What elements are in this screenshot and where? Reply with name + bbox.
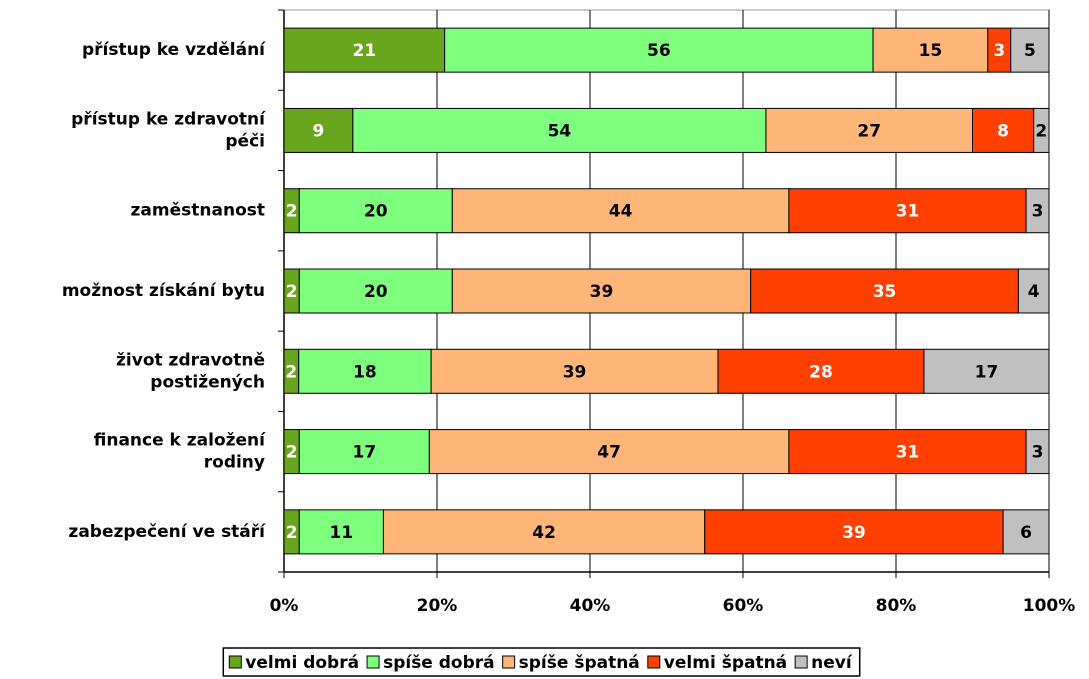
x-tick-label: 20%	[417, 596, 458, 616]
y-tick-label: přístup ke zdravotní péči	[71, 109, 266, 151]
bar-segment	[1010, 27, 1050, 73]
data-label: 44	[609, 202, 633, 222]
bar-segment	[1025, 188, 1050, 234]
x-tick-label: 80%	[876, 596, 917, 616]
data-label: 9	[313, 121, 325, 141]
data-label: 3	[993, 41, 1005, 61]
data-label: 54	[548, 121, 572, 141]
legend-label: velmi špatná	[664, 653, 787, 673]
bar-segment	[923, 348, 1050, 394]
x-tick-label: 60%	[723, 596, 764, 616]
legend-swatch	[228, 655, 242, 669]
bar-segment	[788, 188, 1027, 234]
bar-segment	[1017, 268, 1050, 314]
data-label: 8	[997, 121, 1009, 141]
x-tick-label: 0%	[270, 596, 299, 616]
bar-segment	[704, 509, 1004, 555]
data-label: 20	[364, 282, 388, 302]
data-label: 31	[896, 202, 920, 222]
data-label: 39	[842, 523, 866, 543]
data-label: 2	[286, 202, 298, 222]
data-label: 3	[1032, 443, 1044, 463]
y-tick-label: zaměstnanost	[131, 201, 265, 221]
data-label: 11	[330, 523, 354, 543]
bar-segment	[1002, 509, 1050, 555]
bar-segment	[1025, 429, 1050, 475]
data-label: 42	[532, 523, 556, 543]
data-label: 35	[873, 282, 897, 302]
data-label: 15	[919, 41, 943, 61]
data-label: 6	[1020, 523, 1032, 543]
bar-segment	[298, 348, 432, 394]
y-tick-label: zabezpečení ve stáří	[68, 522, 266, 542]
data-label: 56	[647, 41, 671, 61]
data-label: 17	[975, 362, 999, 382]
bar-segment	[298, 429, 430, 475]
y-tick-label: finance k založení rodiny	[94, 431, 266, 473]
bar-segment	[382, 509, 706, 555]
bar-segment	[717, 348, 925, 394]
legend-swatch	[647, 655, 661, 669]
bar-segment	[352, 107, 767, 153]
bar-segment	[283, 107, 354, 153]
legend-label: spíše dobrá	[383, 653, 495, 673]
bar-segment	[283, 27, 446, 73]
data-label: 28	[809, 362, 833, 382]
bar-segment	[750, 268, 1019, 314]
bar-segment	[451, 268, 752, 314]
x-tick-label: 40%	[570, 596, 611, 616]
data-label: 31	[896, 443, 920, 463]
bar-segment	[451, 188, 790, 234]
bar-segment	[1033, 107, 1050, 153]
data-label: 3	[1032, 202, 1044, 222]
bar-segment	[765, 107, 974, 153]
data-label: 20	[364, 202, 388, 222]
data-label: 27	[857, 121, 881, 141]
x-tick-label: 100%	[1023, 596, 1076, 616]
data-label: 5	[1024, 41, 1036, 61]
data-label: 2	[286, 443, 298, 463]
data-label: 21	[352, 41, 376, 61]
legend-label: velmi dobrá	[245, 653, 359, 673]
bar-segment	[444, 27, 874, 73]
bar-segment	[298, 268, 453, 314]
data-label: 2	[286, 282, 298, 302]
data-label: 2	[1035, 121, 1047, 141]
bar-segment	[872, 27, 989, 73]
data-label: 18	[353, 362, 377, 382]
legend-label: neví	[811, 653, 853, 673]
bar-segment	[788, 429, 1027, 475]
legend-swatch	[794, 655, 808, 669]
data-label: 47	[597, 443, 621, 463]
data-label: 2	[286, 523, 298, 543]
data-label: 17	[352, 443, 376, 463]
legend-frame	[222, 647, 861, 677]
bar-segment	[298, 509, 384, 555]
legend-label: spíše špatná	[519, 653, 640, 673]
y-tick-label: možnost získání bytu	[62, 281, 265, 301]
legend: velmi dobrá spíše dobrá spíše špatná velmi …	[222, 647, 861, 677]
y-tick-label: přístup ke vzdělání	[82, 40, 266, 60]
data-label: 4	[1028, 282, 1040, 302]
data-label: 39	[590, 282, 614, 302]
legend-swatch	[502, 655, 516, 669]
legend-swatch	[366, 655, 380, 669]
data-label: 2	[285, 362, 297, 382]
bar-segment	[430, 348, 719, 394]
bar-segment	[428, 429, 790, 475]
y-tick-label: život zdravotně postižených	[116, 350, 265, 392]
data-label: 39	[563, 362, 587, 382]
bar-segment	[298, 188, 453, 234]
